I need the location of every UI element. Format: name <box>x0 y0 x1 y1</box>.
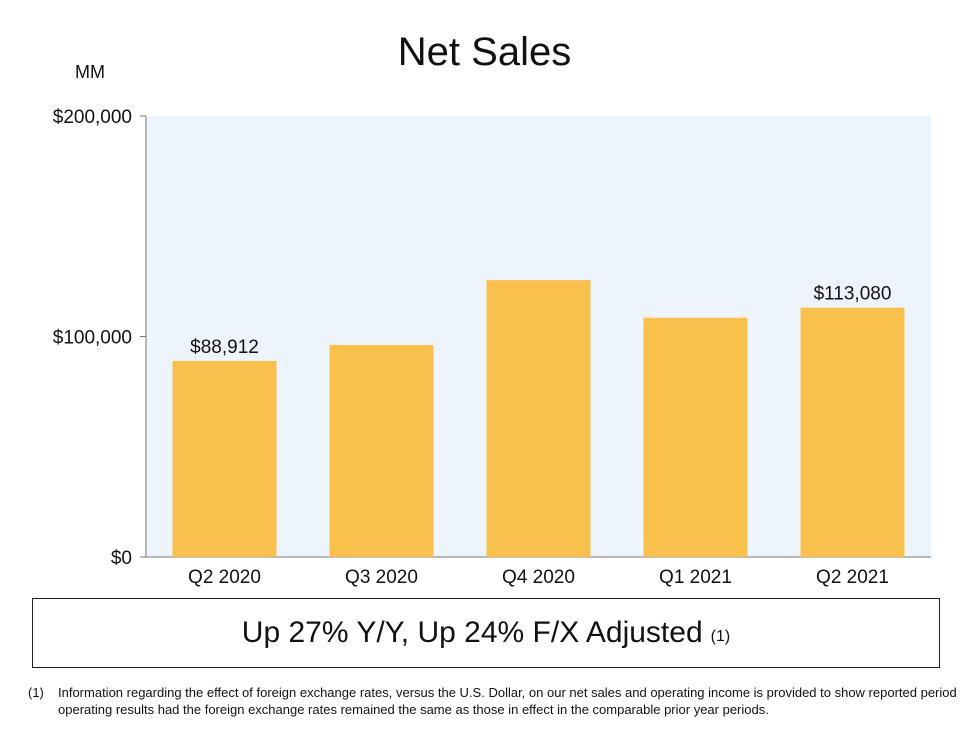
summary-box: Up 27% Y/Y, Up 24% F/X Adjusted (1) <box>32 598 940 668</box>
data-label: $113,080 <box>814 284 892 305</box>
footnote-number: (1) <box>28 685 44 700</box>
x-tick-label: Q2 2021 <box>816 567 889 588</box>
summary-footnote-ref: (1) <box>710 628 731 645</box>
footnote: (1) Information regarding the effect of … <box>28 684 968 718</box>
bar <box>800 307 905 557</box>
chart-title: Net Sales <box>397 30 572 74</box>
x-tick-label: Q2 2020 <box>188 567 261 588</box>
y-tick-label: $0 <box>111 548 132 569</box>
bar <box>486 280 591 557</box>
unit-label: MM <box>75 62 105 82</box>
y-tick-label: $200,000 <box>53 107 132 128</box>
x-tick-label: Q3 2020 <box>345 567 418 588</box>
bar <box>329 345 434 557</box>
x-tick-label: Q1 2021 <box>659 567 732 588</box>
x-tick-label: Q4 2020 <box>502 567 575 588</box>
bar <box>172 360 277 557</box>
footnote-text: Information regarding the effect of fore… <box>58 685 957 717</box>
bar <box>643 317 748 557</box>
y-tick-label: $100,000 <box>53 328 132 349</box>
net-sales-bar-chart: $0 $100,000 $200,000 Q2 2020 $88,912 Q3 2020 Q… <box>53 107 931 588</box>
data-label: $88,912 <box>190 337 259 358</box>
summary-text: Up 27% Y/Y, Up 24% F/X Adjusted <box>241 616 703 649</box>
